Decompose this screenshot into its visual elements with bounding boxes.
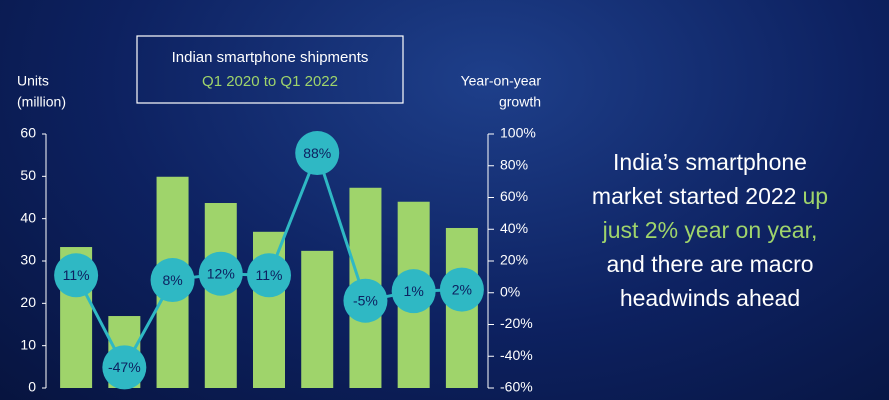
line-marker xyxy=(54,253,99,298)
annotation-text: and there are macro xyxy=(606,251,814,277)
y-tick-label: 30 xyxy=(20,252,36,268)
data-label: 12% xyxy=(207,265,235,281)
annotation-text: India’s smartphone xyxy=(613,149,807,175)
bar xyxy=(301,250,334,388)
annotation-line: just 2% year on year, xyxy=(560,213,860,247)
data-label: 1% xyxy=(404,283,424,299)
y-tick-label: 50 xyxy=(20,167,36,183)
y2-tick-label: 40% xyxy=(500,220,528,236)
annotation-line: headwinds ahead xyxy=(560,281,860,315)
data-label: 8% xyxy=(162,272,182,288)
data-label: 11% xyxy=(256,267,283,283)
y-tick-label: 10 xyxy=(20,336,36,352)
y2-tick-label: 100% xyxy=(500,125,536,141)
annotation-line: and there are macro xyxy=(560,247,860,281)
y2-tick-label: 0% xyxy=(500,283,520,299)
data-label: 11% xyxy=(63,267,90,283)
line-marker xyxy=(391,269,436,314)
y2-axis-label: growth xyxy=(499,94,541,110)
chart-title: Indian smartphone shipments xyxy=(172,49,369,66)
annotation-text: just 2% year on year, xyxy=(602,217,818,243)
line-marker xyxy=(295,131,340,176)
y-tick-label: 60 xyxy=(20,125,36,141)
line-marker xyxy=(150,258,195,303)
data-label: -47% xyxy=(108,359,141,375)
annotation: India’s smartphone market started 2022 up j… xyxy=(560,145,860,315)
annotation-line: India’s smartphone xyxy=(560,145,860,179)
annotation-text: up xyxy=(802,183,829,209)
y2-axis-label: Year-on-year xyxy=(461,73,542,89)
annotation-text: headwinds ahead xyxy=(619,285,801,311)
data-label: -5% xyxy=(353,292,378,308)
y-tick-label: 0 xyxy=(28,379,36,395)
chart-subtitle: Q1 2020 to Q1 2022 xyxy=(202,73,338,90)
annotation-line: market started 2022 up xyxy=(560,179,860,213)
y-tick-label: 40 xyxy=(20,209,36,225)
title-box xyxy=(136,35,404,104)
y2-tick-label: -40% xyxy=(500,347,533,363)
y2-tick-label: -60% xyxy=(500,379,533,395)
data-label: 2% xyxy=(452,281,472,297)
y2-tick-label: -20% xyxy=(500,315,533,331)
y-axis-label: Units xyxy=(17,73,49,89)
data-label: 88% xyxy=(303,145,331,161)
y2-tick-label: 60% xyxy=(500,188,528,204)
annotation-text: market started 2022 xyxy=(591,183,797,209)
line-marker xyxy=(198,251,243,296)
line-marker xyxy=(439,267,484,312)
y-axis-label: (million) xyxy=(17,94,66,110)
y2-tick-label: 80% xyxy=(500,156,528,172)
y-tick-label: 20 xyxy=(20,294,36,310)
y2-tick-label: 20% xyxy=(500,252,528,268)
line-marker xyxy=(343,278,388,323)
line-marker xyxy=(102,345,147,390)
line-marker xyxy=(247,253,291,298)
